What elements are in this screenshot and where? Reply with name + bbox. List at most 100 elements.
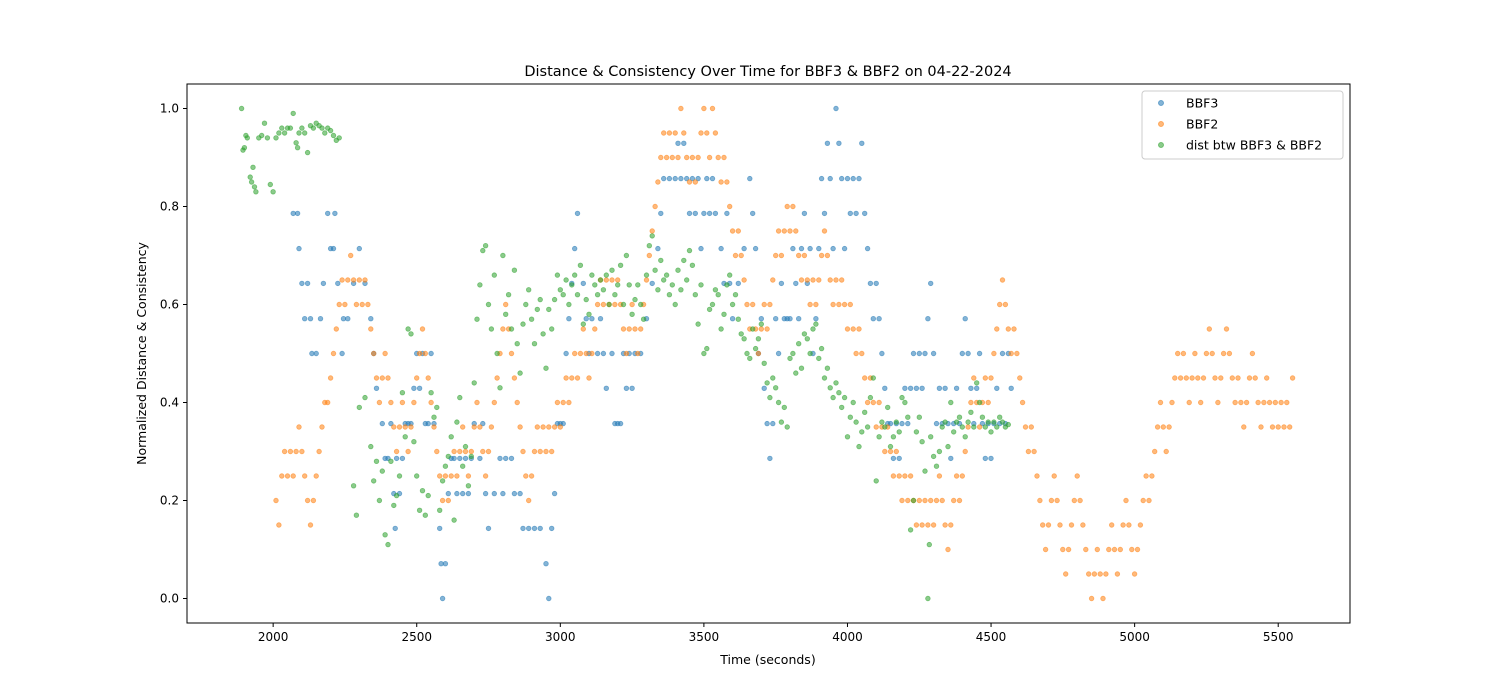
point-series-2-140: [643, 272, 650, 278]
point-series-1-251: [994, 326, 1000, 332]
point-series-2-61: [416, 507, 423, 513]
point-series-2-78: [465, 483, 472, 489]
point-series-2-113: [566, 301, 572, 308]
point-series-2-251: [959, 424, 965, 430]
point-series-1-22: [336, 301, 342, 308]
point-series-2-223: [882, 424, 888, 430]
point-series-0-13: [330, 245, 337, 252]
point-series-1-212: [882, 448, 888, 455]
point-series-0-11: [325, 210, 331, 217]
point-series-1-269: [1045, 522, 1052, 528]
point-series-1-288: [1100, 595, 1106, 602]
point-series-1-189: [816, 277, 822, 283]
point-series-2-213: [853, 419, 859, 425]
point-series-2-174: [741, 336, 747, 342]
point-series-1-110: [589, 350, 595, 357]
point-series-2-103: [537, 296, 543, 303]
point-series-0-156: [816, 245, 822, 252]
point-series-2-37: [330, 132, 337, 139]
point-series-0-51: [451, 455, 457, 462]
point-series-1-354: [1289, 375, 1296, 381]
point-series-1-111: [592, 326, 598, 332]
point-series-1-44: [399, 399, 406, 406]
point-series-0-194: [925, 316, 931, 322]
point-series-0-211: [974, 385, 980, 391]
point-series-0-15: [335, 280, 341, 287]
point-series-1-126: [635, 350, 641, 357]
point-series-0-121: [704, 175, 710, 182]
point-series-2-108: [551, 296, 558, 303]
point-series-1-62: [451, 448, 457, 455]
point-series-2-159: [698, 282, 704, 288]
point-series-0-186: [902, 385, 908, 391]
point-series-0-53: [457, 455, 463, 462]
point-series-2-86: [488, 326, 495, 332]
point-series-2-124: [597, 277, 604, 283]
point-series-1-220: [905, 497, 911, 504]
point-series-1-134: [658, 154, 664, 161]
point-series-2-27: [302, 130, 308, 136]
point-series-1-14: [313, 473, 319, 479]
point-series-2-133: [623, 252, 630, 259]
point-series-1-109: [586, 375, 592, 381]
point-series-2-203: [824, 365, 831, 371]
point-series-0-91: [597, 316, 604, 322]
point-series-2-115: [572, 272, 578, 278]
point-series-0-67: [508, 455, 515, 462]
point-series-2-5: [247, 174, 253, 180]
point-series-1-230: [933, 497, 940, 504]
x-tick-label-7: 5500: [1263, 630, 1294, 644]
point-series-2-148: [666, 292, 673, 298]
point-series-1-170: [761, 301, 767, 308]
y-tick-label-1: 0.2: [160, 494, 179, 508]
point-series-0-168: [850, 175, 856, 182]
x-tick-label-4: 4000: [832, 630, 863, 644]
point-series-1-90: [531, 448, 538, 455]
point-series-1-49: [414, 375, 420, 381]
point-series-2-45: [371, 478, 377, 484]
point-series-2-172: [735, 316, 741, 322]
point-series-2-93: [508, 326, 515, 332]
point-series-1-153: [712, 130, 719, 136]
point-series-2-63: [422, 512, 428, 518]
point-series-2-91: [503, 311, 509, 317]
point-series-2-22: [290, 110, 296, 117]
point-series-1-334: [1232, 399, 1238, 406]
point-series-1-183: [798, 277, 805, 283]
point-series-0-101: [629, 385, 635, 391]
point-series-0-209: [968, 385, 974, 391]
point-series-1-225: [919, 522, 925, 528]
point-series-1-55: [431, 424, 437, 430]
point-series-1-9: [299, 448, 305, 455]
point-series-1-92: [537, 448, 543, 455]
point-series-2-152: [678, 287, 684, 293]
point-series-0-71: [526, 525, 532, 532]
point-series-2-40: [350, 483, 357, 489]
point-series-1-169: [758, 326, 764, 332]
point-series-2-9: [253, 189, 259, 195]
point-series-2-256: [974, 380, 980, 386]
point-series-0-90: [594, 350, 601, 357]
point-series-0-81: [563, 350, 569, 357]
point-series-0-208: [965, 350, 971, 357]
point-series-1-95: [546, 424, 552, 430]
point-series-2-145: [658, 257, 664, 264]
point-series-1-340: [1249, 350, 1256, 357]
point-series-1-8: [296, 424, 302, 430]
point-series-1-311: [1166, 424, 1172, 430]
point-series-0-70: [520, 525, 526, 532]
point-series-2-46: [373, 458, 380, 464]
point-series-1-112: [594, 301, 601, 308]
point-series-2-126: [603, 272, 609, 278]
point-series-0-153: [807, 245, 813, 252]
point-series-0-74: [543, 561, 549, 567]
point-series-1-101: [563, 375, 569, 381]
point-series-0-188: [907, 385, 914, 391]
point-series-1-157: [724, 179, 730, 185]
point-series-2-128: [609, 267, 615, 273]
point-series-2-248: [951, 429, 957, 435]
point-series-2-263: [994, 424, 1000, 430]
point-series-0-216: [988, 455, 994, 462]
point-series-1-127: [638, 326, 644, 332]
point-series-1-198: [841, 301, 848, 308]
